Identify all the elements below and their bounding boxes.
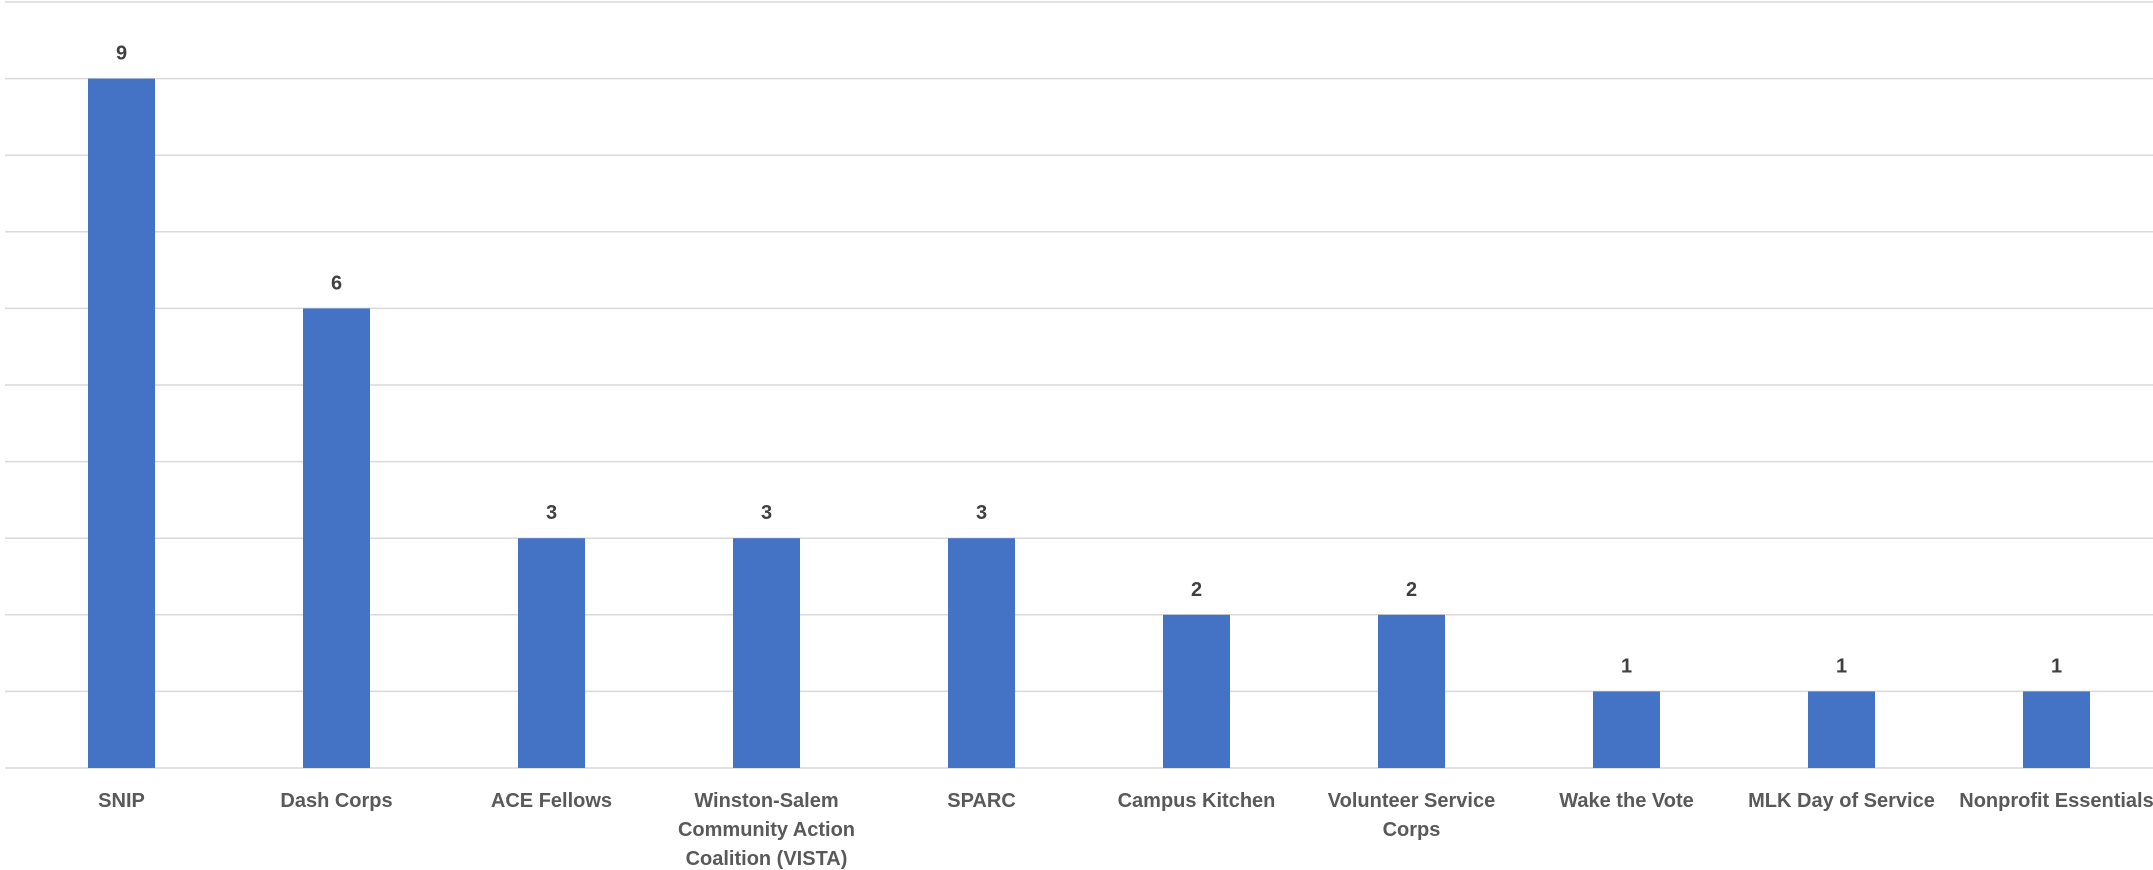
bar [948, 538, 1015, 768]
category-label-line: Winston-Salem [694, 790, 838, 812]
data-label: 2 [1406, 579, 1417, 601]
bar [1593, 691, 1660, 768]
data-label: 6 [331, 272, 342, 294]
category-label-line: SNIP [98, 790, 145, 812]
category-label: Campus Kitchen [1118, 790, 1276, 812]
bar [518, 538, 585, 768]
bar [733, 538, 800, 768]
category-label: Nonprofit Essentials [1959, 790, 2153, 812]
category-label: Winston-Salem Community Action Coalition (… [678, 790, 855, 870]
data-label: 1 [2051, 655, 2062, 677]
category-label: Dash Corps [280, 790, 392, 812]
bars [88, 78, 2090, 769]
category-label-line: Nonprofit Essentials [1959, 790, 2153, 812]
data-labels: 9 6 3 3 3 2 2 1 1 1 [116, 43, 2062, 678]
category-labels: SNIP Dash Corps ACE Fellows Winston-Salem Co… [98, 790, 2153, 870]
data-label: 3 [976, 502, 987, 524]
category-label: ACE Fellows [491, 790, 612, 812]
bar [1378, 614, 1445, 768]
category-label-line: Campus Kitchen [1118, 790, 1276, 812]
data-label: 3 [546, 502, 557, 524]
category-label-line: Wake the Vote [1559, 790, 1693, 812]
data-label: 9 [116, 43, 127, 65]
bar [2023, 691, 2090, 768]
category-label-line: Coalition (VISTA) [686, 848, 848, 870]
data-label: 3 [761, 502, 772, 524]
data-label: 1 [1836, 655, 1847, 677]
data-label: 1 [1621, 655, 1632, 677]
category-label-line: SPARC [947, 790, 1016, 812]
category-label: SPARC [947, 790, 1016, 812]
category-label-line: Volunteer Service [1328, 790, 1495, 812]
category-label: MLK Day of Service [1748, 790, 1935, 812]
data-label: 2 [1191, 579, 1202, 601]
category-label: Wake the Vote [1559, 790, 1693, 812]
category-label-line: Dash Corps [280, 790, 392, 812]
bar [303, 308, 370, 768]
category-label-line: Corps [1383, 819, 1441, 841]
bar [1163, 614, 1230, 768]
bar [88, 78, 155, 769]
category-label-line: Community Action [678, 819, 855, 841]
category-label: Volunteer Service Corps [1328, 790, 1495, 841]
category-label: SNIP [98, 790, 145, 812]
category-label-line: ACE Fellows [491, 790, 612, 812]
bar [1808, 691, 1875, 768]
category-label-line: MLK Day of Service [1748, 790, 1935, 812]
